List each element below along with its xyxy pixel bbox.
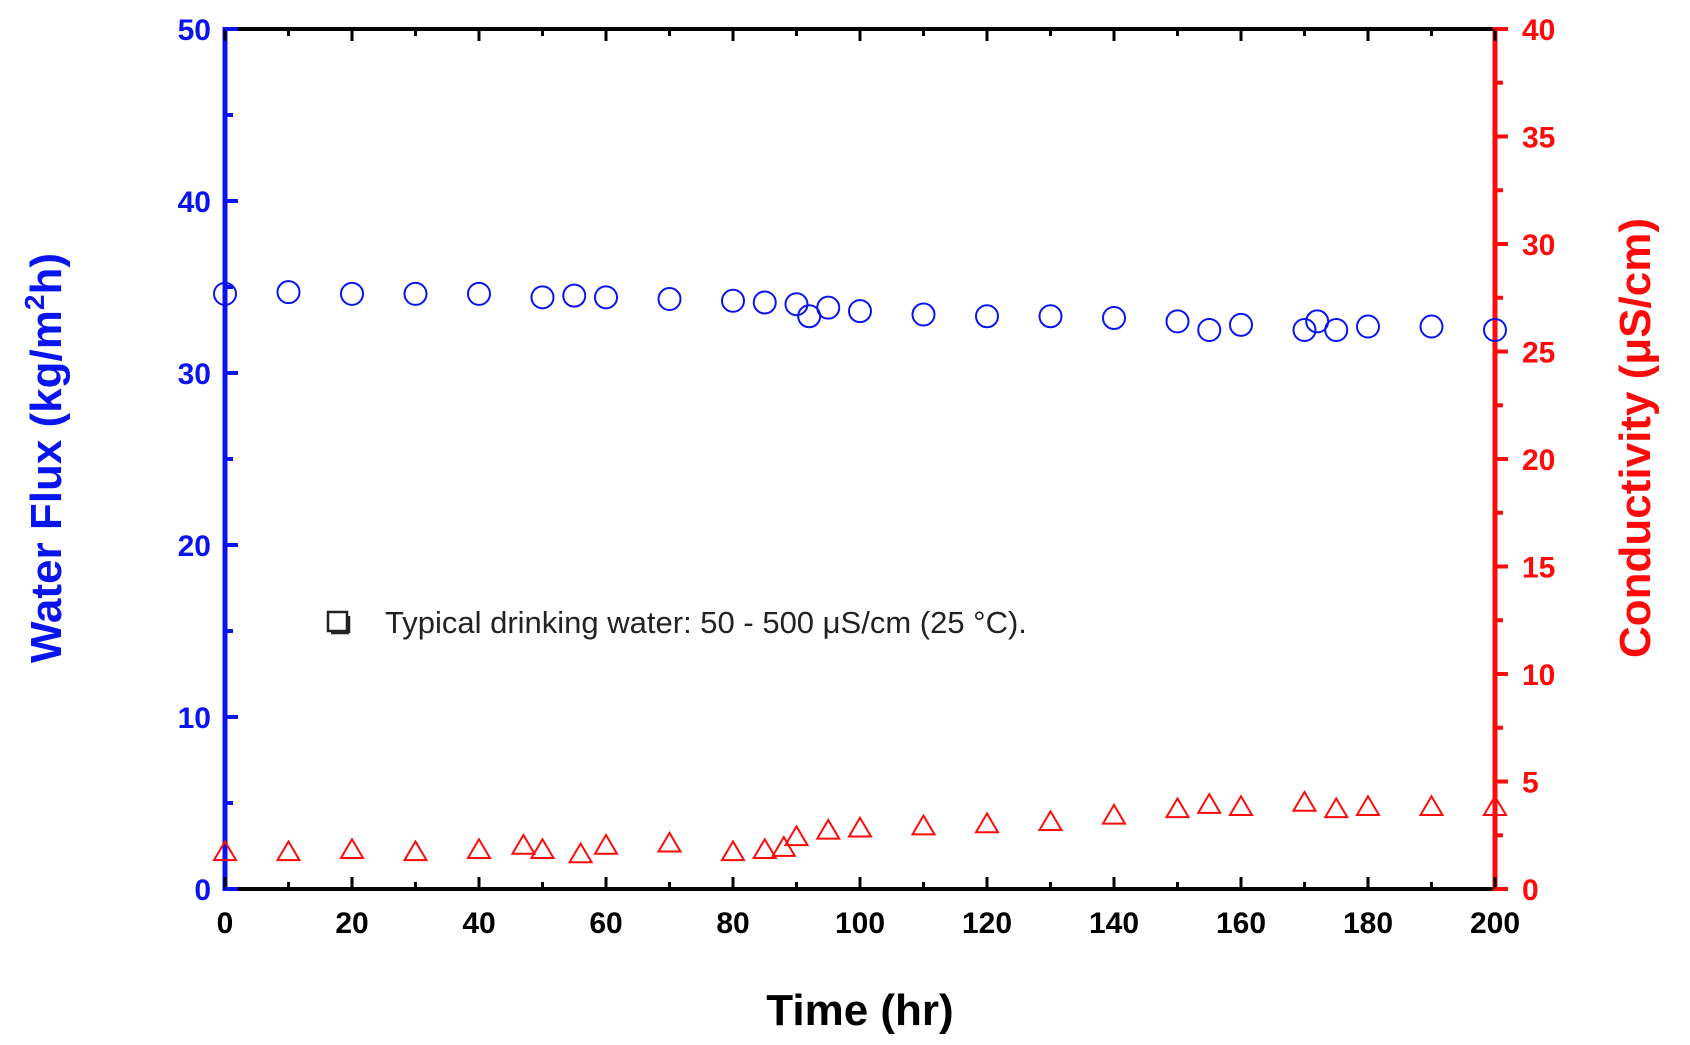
water-flux-point <box>1229 312 1253 337</box>
x-tick-label: 20 <box>335 907 368 940</box>
water-flux-point <box>562 283 587 308</box>
conductivity-point <box>1482 794 1508 816</box>
water-flux-point <box>848 299 872 324</box>
conductivity-point <box>593 833 619 855</box>
right-tick-label: 25 <box>1522 337 1555 370</box>
conductivity-point <box>466 837 492 859</box>
x-tick-label: 160 <box>1216 907 1266 940</box>
conductivity-point <box>1101 802 1127 825</box>
left-axis-title-sup: 2 <box>19 295 50 311</box>
water-flux-point <box>752 290 777 315</box>
water-flux-point <box>721 288 745 313</box>
water-flux-point <box>594 285 618 310</box>
x-tick-label: 0 <box>217 907 234 940</box>
right-tick-label: 5 <box>1522 767 1539 800</box>
water-flux-point <box>1483 318 1507 342</box>
left-tick-label: 30 <box>178 358 211 391</box>
right-tick-label: 30 <box>1522 229 1555 262</box>
conductivity-point <box>752 837 778 859</box>
water-flux-point <box>1197 318 1222 342</box>
x-tick-label: 180 <box>1343 907 1393 940</box>
right-tick-label: 20 <box>1522 444 1555 477</box>
water-flux-point <box>530 285 555 310</box>
x-tick-label: 100 <box>835 907 885 940</box>
right-axis-title: Conductivity (μS/cm) <box>1611 218 1660 658</box>
right-tick-label: 10 <box>1522 659 1555 692</box>
water-flux-point <box>1419 314 1444 339</box>
conductivity-point <box>529 837 556 859</box>
conductivity-point <box>974 811 1000 834</box>
conductivity-point <box>815 817 841 840</box>
water-flux-point <box>1038 304 1063 329</box>
water-flux-point <box>1165 309 1190 334</box>
right-tick-label: 35 <box>1522 122 1555 155</box>
conductivity-series <box>212 790 1508 864</box>
x-tick-label: 140 <box>1089 907 1139 940</box>
water-flux-point <box>276 280 301 305</box>
water-flux-point <box>657 287 682 312</box>
plot-frame <box>222 27 1498 891</box>
x-tick-label: 80 <box>716 907 749 940</box>
conductivity-point <box>783 824 810 847</box>
x-tick-label: 60 <box>589 907 622 940</box>
right-tick-label: 0 <box>1522 874 1539 907</box>
conductivity-point <box>567 841 594 864</box>
x-tick-label: 200 <box>1470 907 1520 940</box>
conductivity-point <box>1291 790 1318 812</box>
conductivity-point <box>847 815 873 838</box>
conductivity-point <box>212 839 238 862</box>
water-flux-point <box>1102 305 1126 330</box>
water-flux-series <box>213 280 1507 342</box>
left-tick-label: 10 <box>178 702 211 735</box>
left-tick-label: 50 <box>178 14 211 47</box>
conductivity-point <box>339 837 365 859</box>
water-flux-point <box>975 304 999 329</box>
conductivity-point <box>402 839 429 862</box>
x-tick-label: 120 <box>962 907 1012 940</box>
left-tick-label: 40 <box>178 186 211 219</box>
conductivity-point <box>1228 794 1254 816</box>
left-axis-title-main: Water Flux (kg/m <box>22 310 71 663</box>
conductivity-point <box>656 830 683 853</box>
conductivity-point <box>910 813 937 836</box>
conductivity-point <box>1037 809 1064 832</box>
water-flux-point <box>1356 314 1380 339</box>
hollow-square-bullet-icon <box>326 610 349 633</box>
conductivity-point <box>1355 794 1381 816</box>
right-axis-ticks: 0 5 10 15 20 25 30 35 40 <box>1495 14 1555 907</box>
conductivity-point <box>510 833 537 855</box>
x-tick-label: 40 <box>462 907 495 940</box>
left-axis-title: Water Flux (kg/m2h) <box>19 253 71 663</box>
x-axis-ticks: 0 20 40 60 80 100 120 140 160 180 200 <box>217 29 1520 940</box>
conductivity-point <box>275 839 302 862</box>
water-flux-point <box>1292 318 1317 342</box>
left-axis-title-end: h) <box>22 253 71 295</box>
conductivity-point <box>1418 794 1445 816</box>
water-flux-point <box>340 281 364 306</box>
right-tick-label: 15 <box>1522 552 1555 585</box>
left-tick-label: 0 <box>194 874 211 907</box>
water-flux-point <box>213 281 237 306</box>
water-flux-point <box>1324 318 1349 342</box>
water-flux-point <box>911 302 936 327</box>
water-flux-point <box>467 281 491 306</box>
conductivity-point <box>1323 796 1349 819</box>
right-tick-label: 40 <box>1522 14 1555 47</box>
water-flux-point <box>784 292 809 317</box>
note-annotation: Typical drinking water: 50 - 500 μS/cm (… <box>326 605 1027 640</box>
x-axis-title: Time (hr) <box>766 986 953 1035</box>
conductivity-point <box>1196 792 1222 814</box>
conductivity-point <box>1164 796 1191 819</box>
conductivity-point <box>771 835 797 857</box>
note-text: Typical drinking water: 50 - 500 μS/cm (… <box>385 605 1027 640</box>
water-flux-point <box>816 295 841 320</box>
left-tick-label: 20 <box>178 530 211 563</box>
left-axis-ticks: 0 10 20 30 40 50 <box>178 14 238 907</box>
conductivity-point <box>720 839 746 862</box>
water-flux-point <box>403 281 428 306</box>
